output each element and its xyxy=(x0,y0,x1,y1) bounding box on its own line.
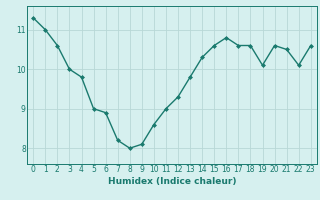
X-axis label: Humidex (Indice chaleur): Humidex (Indice chaleur) xyxy=(108,177,236,186)
